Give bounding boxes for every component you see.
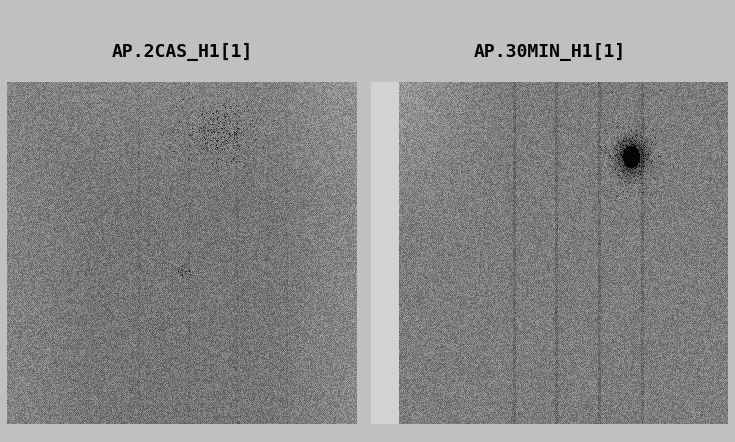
Text: 3: 3: [706, 405, 717, 420]
Text: AP.30MIN_H1[1]: AP.30MIN_H1[1]: [473, 43, 625, 61]
Text: AP.2CAS_H1[1]: AP.2CAS_H1[1]: [111, 43, 253, 61]
Text: 7: 7: [332, 405, 343, 420]
